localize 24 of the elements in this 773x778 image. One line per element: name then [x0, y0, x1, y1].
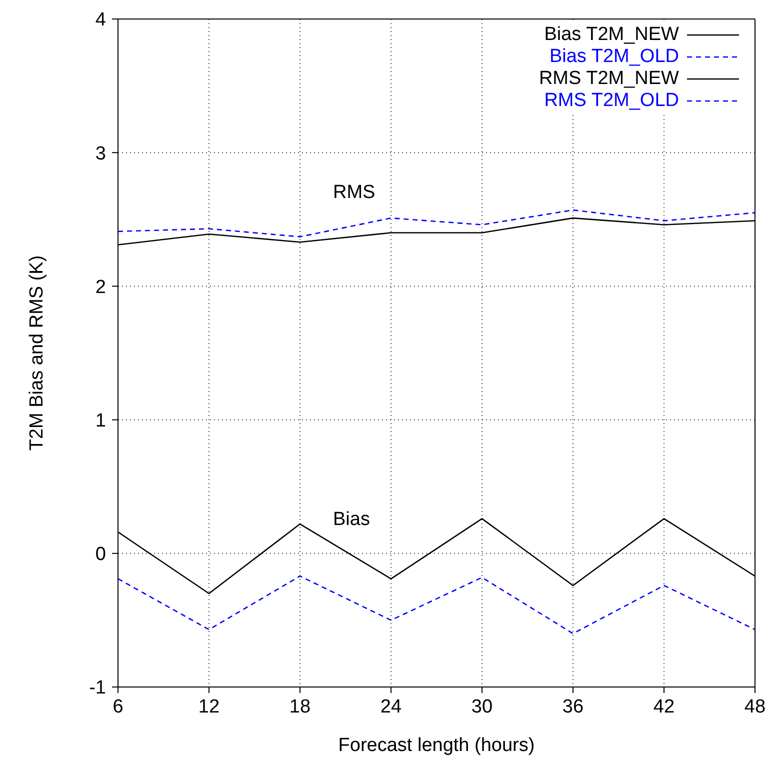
line-series: [118, 575, 755, 634]
y-tick-label: 1: [95, 410, 106, 432]
annotation: Bias: [333, 509, 370, 531]
legend-label: RMS T2M_NEW: [538, 68, 679, 90]
x-tick-label: 42: [653, 696, 675, 718]
y-axis-title: T2M Bias and RMS (K): [26, 255, 48, 451]
y-tick-label: 2: [95, 276, 106, 298]
x-tick-label: 24: [380, 696, 402, 718]
x-tick-label: 6: [112, 696, 124, 718]
x-tick-label: 48: [744, 696, 766, 718]
legend-label: Bias T2M_NEW: [544, 24, 679, 46]
x-axis-title: Forecast length (hours): [338, 735, 535, 756]
x-tick-label: 12: [198, 696, 220, 718]
x-tick-label: 30: [471, 696, 493, 718]
x-tick-label: 18: [289, 696, 311, 718]
line-series: [118, 209, 755, 238]
x-tick-label: 36: [562, 696, 584, 718]
legend-label: Bias T2M_OLD: [549, 46, 679, 68]
y-tick-label: -1: [89, 678, 106, 699]
y-tick-label: 4: [95, 10, 106, 31]
y-tick-label: 0: [95, 544, 106, 566]
y-tick-label: 3: [95, 143, 106, 164]
annotation: RMS: [333, 182, 376, 204]
legend-label: RMS T2M_OLD: [544, 90, 679, 112]
